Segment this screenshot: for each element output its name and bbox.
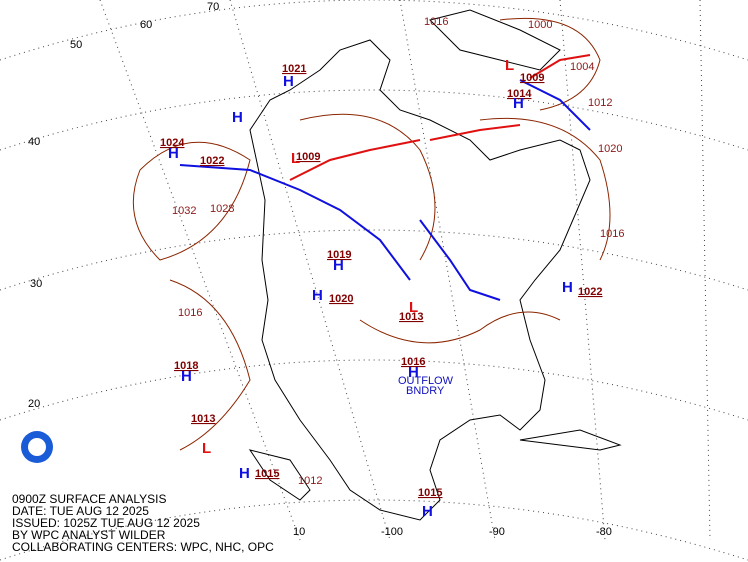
latitude-labels: 50 40 30 20 10 (28, 39, 305, 538)
caption: 0900Z SURFACE ANALYSIS DATE: TUE AUG 12 … (12, 492, 274, 554)
latitude-label: 20 (28, 398, 40, 410)
isobar-label: 1012 (588, 97, 612, 109)
noaa-logo (21, 431, 53, 463)
pressure-letter: H (283, 73, 294, 90)
isobar-label: 1016 (178, 307, 202, 319)
pressure-letter: H (422, 503, 433, 520)
pressure-value: 1009 (296, 151, 320, 163)
isobar-label: 1004 (570, 61, 594, 73)
longitude-label: -80 (596, 526, 612, 538)
isobar-label: 1016 (424, 16, 448, 28)
longitude-label: -100 (381, 526, 403, 538)
isobar-label: 1032 (172, 205, 196, 217)
latitude-label: 40 (28, 136, 40, 148)
caption-line: 0900Z SURFACE ANALYSIS (12, 492, 167, 506)
caption-line: DATE: TUE AUG 12 2025 (12, 504, 149, 518)
longitude-label: 60 (140, 19, 152, 31)
pressure-letter: L (291, 150, 300, 167)
pressure-letter: H (333, 257, 344, 274)
pressure-value: 1024 (160, 137, 185, 149)
pressure-letter: H (168, 145, 179, 162)
pressure-letter: H (408, 364, 419, 381)
pressure-letter: L (202, 440, 211, 457)
pressure-letter: H (562, 279, 573, 296)
pressure-value: 1009 (520, 72, 544, 84)
pressure-value: 1016 (401, 356, 425, 368)
pressure-value: 1018 (174, 360, 198, 372)
latitude-label: 50 (70, 39, 82, 51)
pressure-value: 1020 (329, 293, 353, 305)
longitude-labels: 60 70 -100 -90 -80 (140, 1, 612, 538)
pressure-centers: 1024 H 1022 H 1018 H 1013 L 1015 H 1021 … (160, 57, 602, 520)
pressure-value: 1013 (191, 413, 215, 425)
latitude-label: 30 (30, 278, 42, 290)
caption-line: ISSUED: 1025Z TUE AUG 12 2025 (12, 516, 200, 530)
isobar-label: 1028 (210, 203, 234, 215)
latitude-label: 10 (293, 526, 305, 538)
pressure-value: 1014 (507, 88, 532, 100)
pressure-value: 1022 (200, 155, 224, 167)
pressure-value: 1015 (418, 487, 442, 499)
pressure-value: 1022 (578, 286, 602, 298)
pressure-value: 1013 (399, 311, 423, 323)
annotations: OUTFLOW BNDRY (398, 375, 454, 397)
isobars (132, 17, 611, 451)
pressure-value: 1021 (282, 63, 306, 75)
fronts (179, 54, 591, 301)
pressure-letter: L (409, 299, 418, 316)
pressure-letter: H (181, 368, 192, 385)
pressure-letter: H (513, 95, 524, 112)
pressure-letter: H (232, 109, 243, 126)
isobar-label: 1000 (528, 19, 552, 31)
annotation: OUTFLOW (398, 375, 454, 387)
pressure-value: 1015 (255, 468, 279, 480)
coastlines (248, 9, 622, 521)
caption-line: BY WPC ANALYST WILDER (12, 528, 166, 542)
annotation: BNDRY (406, 385, 445, 397)
pressure-value: 1019 (327, 249, 351, 261)
longitude-label: -90 (489, 526, 505, 538)
pressure-letter: L (505, 57, 514, 74)
longitude-label: 70 (207, 1, 219, 13)
isobar-label: 1016 (600, 228, 624, 240)
pressure-letter: H (239, 465, 250, 482)
isobar-label: 1012 (298, 475, 322, 487)
pressure-letter: H (312, 287, 323, 304)
caption-line: COLLABORATING CENTERS: WPC, NHC, OPC (12, 540, 274, 554)
isobar-labels: 1032 1028 1016 1020 1016 1012 1012 1004 … (172, 16, 624, 487)
isobar-label: 1020 (598, 143, 622, 155)
